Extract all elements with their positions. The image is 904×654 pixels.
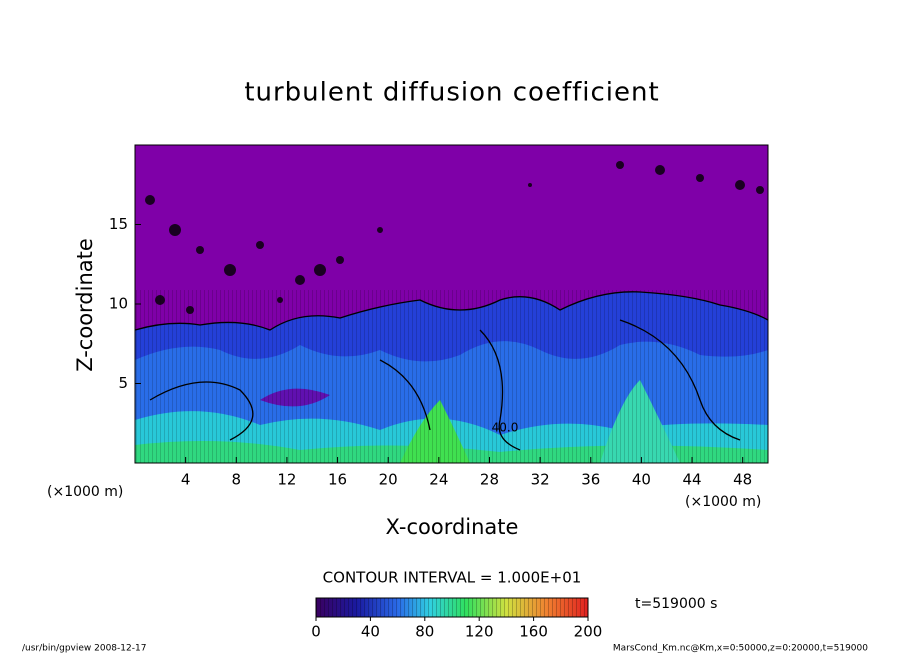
x-tick-label: 36 (581, 471, 600, 489)
y-tick-label: 10 (109, 295, 128, 313)
x-tick-label: 4 (181, 471, 191, 489)
x-tick-label: 24 (429, 471, 448, 489)
x-tick-label: 48 (733, 471, 752, 489)
x-tick-label: 28 (480, 471, 499, 489)
y-tick-label: 5 (118, 374, 128, 392)
x-tick-label: 44 (682, 471, 701, 489)
colorbar-tick-label: 40 (361, 623, 380, 641)
x-unit: (×1000 m) (685, 494, 761, 510)
x-tick-label: 32 (531, 471, 550, 489)
x-tick-label: 20 (379, 471, 398, 489)
contour-label: 40.0 (492, 421, 519, 435)
contour-interval: CONTOUR INTERVAL = 1.000E+01 (323, 569, 582, 587)
x-tick-label: 12 (277, 471, 296, 489)
contour-field (135, 145, 768, 463)
x-axis-label: X-coordinate (386, 515, 519, 539)
footer-right: MarsCond_Km.nc@Km,x=0:50000,z=0:20000,t=… (613, 644, 868, 654)
colorbar-tick-label: 0 (311, 623, 321, 641)
x-tick-label: 40 (632, 471, 651, 489)
colorbar-lines (316, 598, 588, 617)
x-tick-label: 8 (232, 471, 242, 489)
y-axis-label: Z-coordinate (73, 238, 97, 372)
colorbar-tick-label: 160 (519, 623, 548, 641)
footer-left: /usr/bin/gpview 2008-12-17 (22, 644, 146, 654)
x-tick-label: 16 (328, 471, 347, 489)
time-label: t=519000 s (635, 596, 717, 612)
colorbar-tick-label: 80 (415, 623, 434, 641)
y-unit: (×1000 m) (47, 484, 123, 500)
chart-title: turbulent diffusion coefficient (244, 78, 659, 108)
colorbar-tick-label: 120 (465, 623, 494, 641)
y-tick-label: 15 (109, 215, 128, 233)
colorbar-tick-label: 200 (574, 623, 603, 641)
